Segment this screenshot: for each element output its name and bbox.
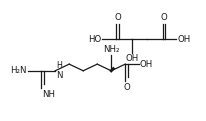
Text: OH: OH: [140, 60, 153, 69]
Text: O: O: [161, 13, 167, 22]
Text: O: O: [123, 83, 130, 92]
Text: O: O: [114, 13, 121, 22]
Text: N: N: [56, 71, 63, 80]
Text: NH: NH: [42, 90, 55, 98]
Text: H: H: [56, 61, 62, 70]
Text: OH: OH: [125, 54, 138, 63]
Text: HO: HO: [88, 35, 101, 44]
Text: H₂N: H₂N: [10, 66, 27, 75]
Text: OH: OH: [177, 35, 190, 44]
Text: NH₂: NH₂: [103, 45, 119, 54]
